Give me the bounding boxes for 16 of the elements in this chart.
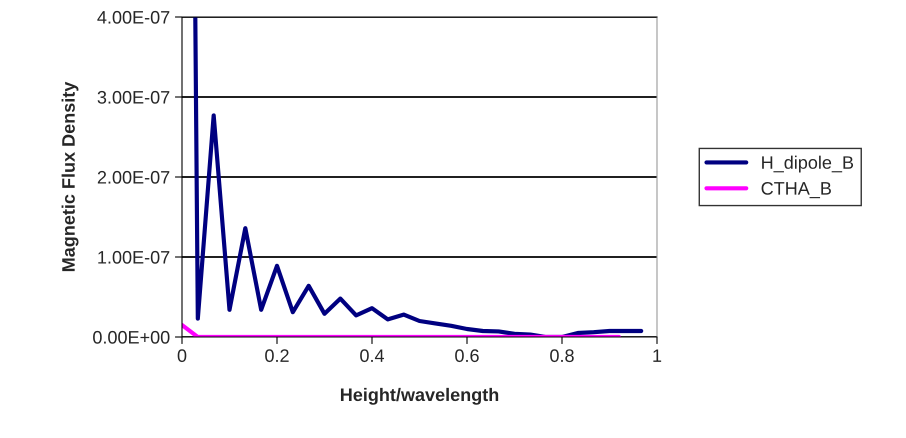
y-tick-label: 2.00E-07 <box>98 170 170 184</box>
x-tick-label: 0.4 <box>360 349 384 362</box>
line-series <box>193 17 644 337</box>
x-tick-label: 0.8 <box>550 349 574 362</box>
y-tick-label: 1.00E-07 <box>98 250 170 264</box>
x-axis-title: Height/wavelength <box>340 388 498 405</box>
legend-label: H_dipole_B <box>762 156 854 172</box>
y-tick-label: 3.00E-07 <box>98 90 170 104</box>
x-tick-label: 0.2 <box>265 349 289 362</box>
x-tick-label: 1 <box>653 349 662 362</box>
y-axis-title: Magnetic Flux Density <box>62 82 78 272</box>
x-tick-label: 0.6 <box>455 349 479 362</box>
legend-label: CTHA_B <box>762 182 831 198</box>
y-tick-label: 0.00E+00 <box>93 330 170 344</box>
y-tick-label: 4.00E-07 <box>97 10 170 24</box>
x-tick-label: 0 <box>178 349 186 362</box>
